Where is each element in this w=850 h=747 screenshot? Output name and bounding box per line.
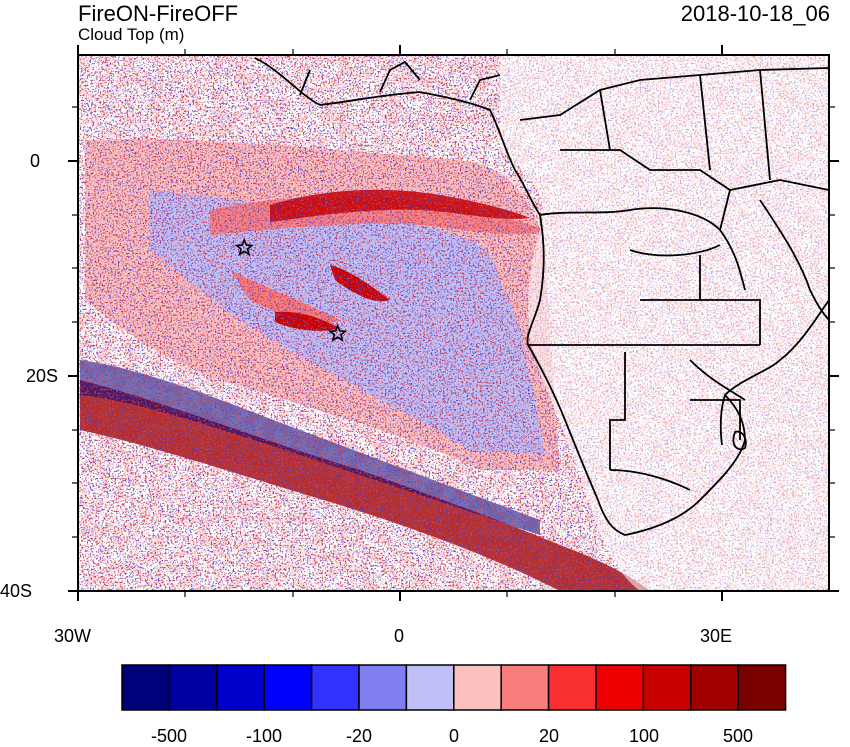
plot-frame [77, 54, 830, 592]
colorbar-swatch [690, 664, 739, 711]
colorbar-swatch [263, 664, 313, 711]
map-date: 2018-10-18_06 [680, 1, 830, 26]
colorbar-label-1: -500 [150, 726, 188, 746]
colorbar-swatch [595, 664, 645, 711]
colorbar-label-4: 0 [448, 726, 460, 746]
minor-ticks [72, 49, 835, 597]
colorbar-label-6: 100 [628, 726, 660, 746]
colorbar-swatch [500, 664, 550, 711]
star-center-icon [327, 323, 348, 342]
lat-label-20s: 20S [26, 366, 59, 386]
lon-label-30e: 30E [700, 626, 733, 646]
colorbar [121, 664, 787, 711]
colorbar-swatch [216, 664, 265, 711]
lat-label-40s: 40S [0, 581, 33, 601]
colorbar-swatch [737, 664, 787, 711]
colorbar-swatch [405, 664, 455, 711]
colorbar-swatch [642, 664, 692, 711]
colorbar-swatch [310, 664, 360, 711]
colorbar-swatch [358, 664, 408, 711]
lon-label-30w: 30W [54, 626, 92, 646]
colorbar-label-5: 20 [538, 726, 560, 746]
colorbar-swatch [453, 664, 502, 711]
map-title: FireON-FireOFF [78, 1, 239, 26]
colorbar-swatch [121, 664, 171, 711]
colorbar-label-2: -100 [245, 726, 283, 746]
colorbar-label-7: 500 [722, 726, 754, 746]
axis-ticks [68, 45, 839, 601]
star-markers [234, 237, 348, 342]
lat-label-0: 0 [30, 151, 41, 171]
colorbar-label-3: -20 [345, 726, 373, 746]
colorbar-swatch [168, 664, 218, 711]
map-subtitle: Cloud Top (m) [78, 25, 185, 44]
lon-label-0: 0 [394, 626, 405, 646]
coastlines [254, 57, 829, 536]
cloud-field [78, 55, 829, 591]
star-west-icon [234, 237, 254, 257]
colorbar-swatch [547, 664, 597, 711]
